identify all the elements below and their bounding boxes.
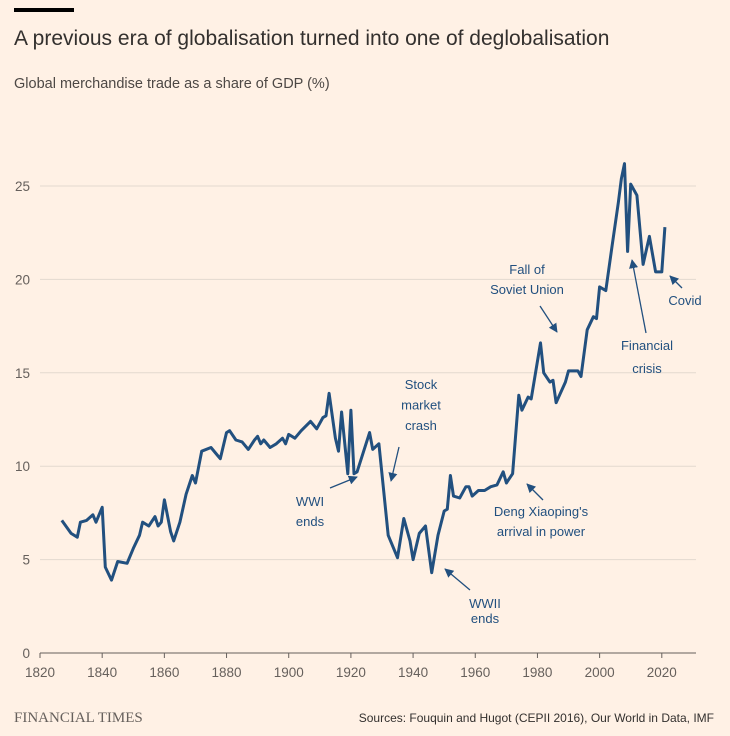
annotation: arrival in power (497, 524, 586, 539)
x-tick-label: 1960 (460, 665, 490, 680)
x-tick-label: 1880 (212, 665, 242, 680)
x-tick-label: 2000 (585, 665, 615, 680)
y-tick-label: 15 (15, 366, 30, 381)
annotation: Fall of (509, 262, 545, 277)
x-tick-label: 1860 (149, 665, 179, 680)
y-tick-label: 5 (22, 553, 30, 568)
annotation: Soviet Union (490, 282, 564, 297)
annotation: crisis (632, 361, 662, 376)
y-tick-label: 25 (15, 179, 30, 194)
annotation-arrow (669, 275, 683, 289)
x-tick-label: 1840 (87, 665, 117, 680)
annotation-arrow (388, 446, 400, 482)
source: Sources: Fouquin and Hugot (CEPII 2016),… (359, 711, 714, 725)
x-tick-label: 1900 (274, 665, 304, 680)
top-bar (14, 8, 74, 12)
annotation-arrow (329, 475, 358, 489)
annotation: Deng Xiaoping's (494, 504, 589, 519)
y-tick-label: 20 (15, 272, 30, 287)
annotation: Financial (621, 338, 673, 353)
y-tick-label: 10 (15, 459, 30, 474)
x-tick-label: 1940 (398, 665, 428, 680)
annotation: ends (471, 611, 500, 626)
chart-subtitle: Global merchandise trade as a share of G… (14, 76, 330, 92)
annotation: ends (296, 514, 325, 529)
annotation-arrow (526, 483, 544, 501)
annotation: market (401, 398, 441, 413)
x-tick-label: 1820 (25, 665, 55, 680)
plot: 0 5 10 15 20 25 1820 1840 1860 1880 1900 1920 1940 19… (15, 162, 702, 680)
annotation: Stock (405, 377, 438, 392)
annotation-arrow (539, 305, 558, 333)
annotation: crash (405, 418, 437, 433)
x-tick-label: 2020 (647, 665, 677, 680)
line (60, 162, 667, 582)
x-tick-label: 1920 (336, 665, 366, 680)
annotation: Covid (668, 293, 701, 308)
brand: FINANCIAL TIMES (14, 710, 143, 726)
annotation: WWI (296, 494, 324, 509)
chart-title: A previous era of globalisation turned i… (14, 27, 609, 50)
annotation-arrow (629, 259, 647, 334)
x-tick-label: 1980 (522, 665, 552, 680)
annotation-arrow (444, 568, 471, 591)
annotation: WWII (469, 596, 501, 611)
y-tick-label: 0 (22, 646, 30, 661)
